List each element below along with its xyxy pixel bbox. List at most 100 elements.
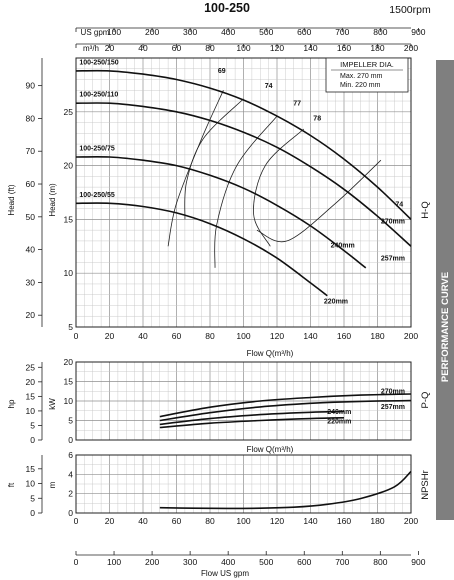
head-m-tick-label: 25 [64, 107, 74, 117]
power-hp-tick-label: 20 [26, 377, 36, 387]
hq-curve-label: 100-250/110 [79, 92, 118, 99]
power-hp-tick-label: 15 [26, 391, 36, 401]
efficiency-contour-69 [167, 90, 224, 247]
hq-flow-tick-label: 180 [370, 331, 384, 341]
power-kw-axis-title: kW [48, 398, 57, 410]
hq-curve-257mm [75, 102, 412, 247]
hq-flow-tick-label: 100 [236, 331, 250, 341]
npsh-flow-tick-label: 0 [74, 516, 79, 526]
npsh-flow-tick-label: 40 [138, 516, 148, 526]
power-kw-tick-label: 10 [64, 396, 74, 406]
bottom-gpm-tick-label: 100 [107, 557, 121, 567]
pq-curve-220mm [159, 417, 345, 429]
top-m3h-tick-label: 160 [337, 43, 351, 53]
panel-label-hq: H-Q [420, 201, 431, 218]
hq-curve-label: 100-250/75 [79, 146, 115, 153]
efficiency-label-77: 77 [293, 100, 301, 107]
top-m3h-tick-label: 40 [138, 43, 148, 53]
power-hp-tick-label: 0 [30, 435, 35, 445]
hq-curve-label: 257mm [381, 255, 405, 262]
npsh-flow-tick-label: 100 [236, 516, 250, 526]
hq-flow-tick-label: 80 [205, 331, 215, 341]
top-gpm-tick-label: 700 [335, 27, 349, 37]
hq-flow-tick-label: 40 [138, 331, 148, 341]
hq-curve-label: 220mm [324, 298, 348, 305]
npsh-m-tick-label: 6 [68, 450, 73, 460]
top-gpm-tick-label: 900 [411, 27, 425, 37]
hq-curve-240mm [75, 155, 367, 269]
bottom-gpm-tick-label: 400 [221, 557, 235, 567]
top-m3h-tick-label: 120 [270, 43, 284, 53]
hq-flow-tick-label: 120 [270, 331, 284, 341]
npsh-ft-tick-label: 10 [26, 479, 36, 489]
power-hp-axis-title: hp [7, 399, 16, 408]
head-m-tick-label: 10 [64, 268, 74, 278]
npsh-ft-tick-label: 15 [26, 464, 36, 474]
hq-curve-label: 100-250/55 [79, 192, 115, 199]
bottom-gpm-tick-label: 700 [335, 557, 349, 567]
top-gpm-tick-label: 500 [259, 27, 273, 37]
pq-curve-label: 220mm [327, 418, 351, 425]
npsh-flow-tick-label: 160 [337, 516, 351, 526]
bottom-gpm-tick-label: 200 [145, 557, 159, 567]
impeller-box [325, 57, 409, 93]
npsh-ft-tick-label: 5 [30, 493, 35, 503]
npsh-m-tick-label: 2 [68, 489, 73, 499]
head-m-tick-label: 20 [64, 161, 74, 171]
top-gpm-tick-label: 200 [145, 27, 159, 37]
bottom-gpm-tick-label: 800 [373, 557, 387, 567]
hq-curve-label: 100-250/150 [79, 59, 118, 66]
hq-x-axis-title: Flow Q(m³/h) [247, 349, 294, 358]
npsh-m-tick-label: 0 [68, 508, 73, 518]
bottom-gpm-tick-label: 900 [411, 557, 425, 567]
top-gpm-tick-label: 300 [183, 27, 197, 37]
head-ft-axis-title: Head (ft) [7, 184, 16, 215]
npsh-ft-tick-label: 0 [30, 508, 35, 518]
impeller-box-min: Min. 220 mm [340, 82, 381, 89]
power-kw-tick-label: 15 [64, 377, 74, 387]
hq-flow-tick-label: 20 [105, 331, 115, 341]
head-m-axis-title: Head (m) [48, 183, 57, 217]
efficiency-contour-78 [253, 128, 305, 247]
npsh-flow-tick-label: 120 [270, 516, 284, 526]
npshr-m-axis-title: m [48, 481, 57, 488]
head-m-tick-label: 5 [68, 322, 73, 332]
hq-flow-tick-label: 200 [404, 331, 418, 341]
power-kw-tick-label: 20 [64, 357, 74, 367]
head-ft-tick-label: 60 [26, 179, 36, 189]
pq-x-axis-title: Flow Q(m³/h) [247, 445, 294, 454]
power-kw-tick-label: 0 [68, 435, 73, 445]
top-axis-title-m3h: m³/h [83, 44, 99, 53]
top-m3h-tick-label: 60 [172, 43, 182, 53]
efficiency-label-69: 69 [218, 68, 226, 75]
npsh-flow-tick-label: 80 [205, 516, 215, 526]
power-hp-tick-label: 5 [30, 420, 35, 430]
efficiency-contour-77 [214, 115, 278, 268]
marks-layer [75, 69, 412, 510]
pq-curve-240mm [159, 410, 345, 426]
efficiency-contour-74 [184, 98, 244, 220]
bottom-axis-title-gpm: Flow US gpm [201, 569, 249, 578]
power-hp-tick-label: 25 [26, 362, 36, 372]
npsh-flow-tick-label: 200 [404, 516, 418, 526]
npshr-frame [75, 454, 412, 514]
top-m3h-tick-label: 80 [205, 43, 215, 53]
head-ft-tick-label: 80 [26, 113, 36, 123]
power-kw-tick-label: 5 [68, 416, 73, 426]
bottom-gpm-tick-label: 600 [297, 557, 311, 567]
top-axis-title-gpm: US gpm [81, 28, 110, 37]
pq-curve-label: 270mm [381, 389, 405, 396]
head-ft-tick-label: 90 [26, 81, 36, 91]
npsh-flow-tick-label: 180 [370, 516, 384, 526]
pq-curve-label: 257mm [381, 404, 405, 411]
efficiency-label-74: 74 [395, 201, 403, 208]
speed-label: 1500rpm [389, 4, 431, 16]
panel-label-pq: P-Q [420, 392, 431, 409]
npshr-curve [159, 470, 412, 510]
head-ft-tick-label: 70 [26, 146, 36, 156]
top-gpm-tick-label: 800 [373, 27, 387, 37]
npsh-flow-tick-label: 140 [303, 516, 317, 526]
